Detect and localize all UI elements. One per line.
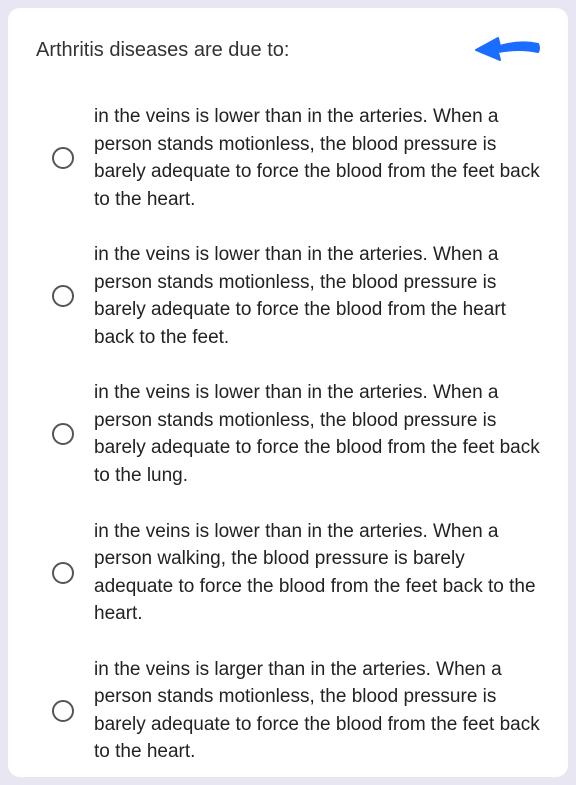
radio-icon[interactable]	[52, 562, 74, 584]
radio-icon[interactable]	[52, 700, 74, 722]
option-row[interactable]: in the veins is lower than in the arteri…	[52, 379, 540, 489]
question-text: Arthritis diseases are due to:	[36, 36, 460, 64]
option-row[interactable]: in the veins is larger than in the arter…	[52, 656, 540, 766]
option-text: in the veins is lower than in the arteri…	[94, 379, 540, 489]
option-row[interactable]: in the veins is lower than in the arteri…	[52, 518, 540, 628]
question-card: Arthritis diseases are due to: in the ve…	[8, 8, 568, 777]
option-row[interactable]: in the veins is lower than in the arteri…	[52, 241, 540, 351]
radio-icon[interactable]	[52, 147, 74, 169]
radio-icon[interactable]	[52, 423, 74, 445]
highlight-arrow-icon	[470, 32, 540, 69]
option-text: in the veins is lower than in the arteri…	[94, 518, 540, 628]
question-row: Arthritis diseases are due to:	[36, 36, 540, 69]
option-text: in the veins is larger than in the arter…	[94, 656, 540, 766]
option-text: in the veins is lower than in the arteri…	[94, 103, 540, 213]
option-text: in the veins is lower than in the arteri…	[94, 241, 540, 351]
option-row[interactable]: in the veins is lower than in the arteri…	[52, 103, 540, 213]
radio-icon[interactable]	[52, 285, 74, 307]
options-list: in the veins is lower than in the arteri…	[36, 103, 540, 766]
